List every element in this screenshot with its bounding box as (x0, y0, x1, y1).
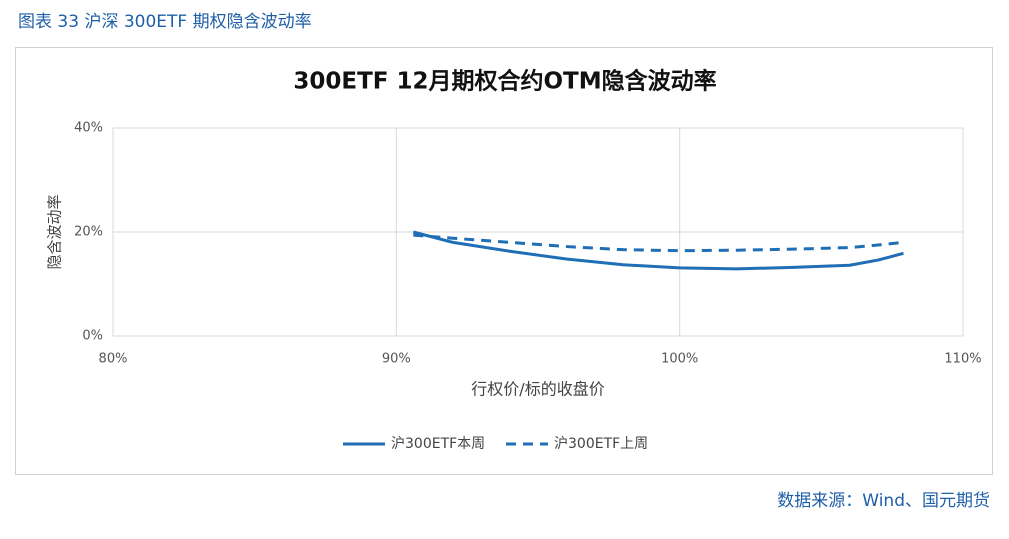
y-axis-label: 隐含波动率 (46, 194, 64, 269)
y-tick-label: 40% (74, 121, 103, 136)
x-axis-label: 行权价/标的收盘价 (471, 380, 604, 399)
series-line (412, 230, 904, 271)
x-tick-label: 110% (944, 352, 981, 367)
legend-label: 沪300ETF上周 (554, 436, 648, 452)
chart-frame (15, 47, 993, 475)
x-tick-label: 100% (661, 352, 698, 367)
y-tick-label: 0% (82, 329, 103, 344)
chart-title: 300ETF 12月期权合约OTM隐含波动率 (293, 68, 716, 95)
x-tick-label: 90% (382, 352, 411, 367)
x-tick-label: 80% (99, 352, 128, 367)
legend-label: 沪300ETF本周 (391, 436, 485, 452)
series-line (413, 233, 904, 253)
y-tick-label: 20% (74, 225, 103, 240)
caption: 图表 33 沪深 300ETF 期权隐含波动率 (18, 12, 312, 32)
source: 数据来源：Wind、国元期货 (777, 491, 990, 511)
